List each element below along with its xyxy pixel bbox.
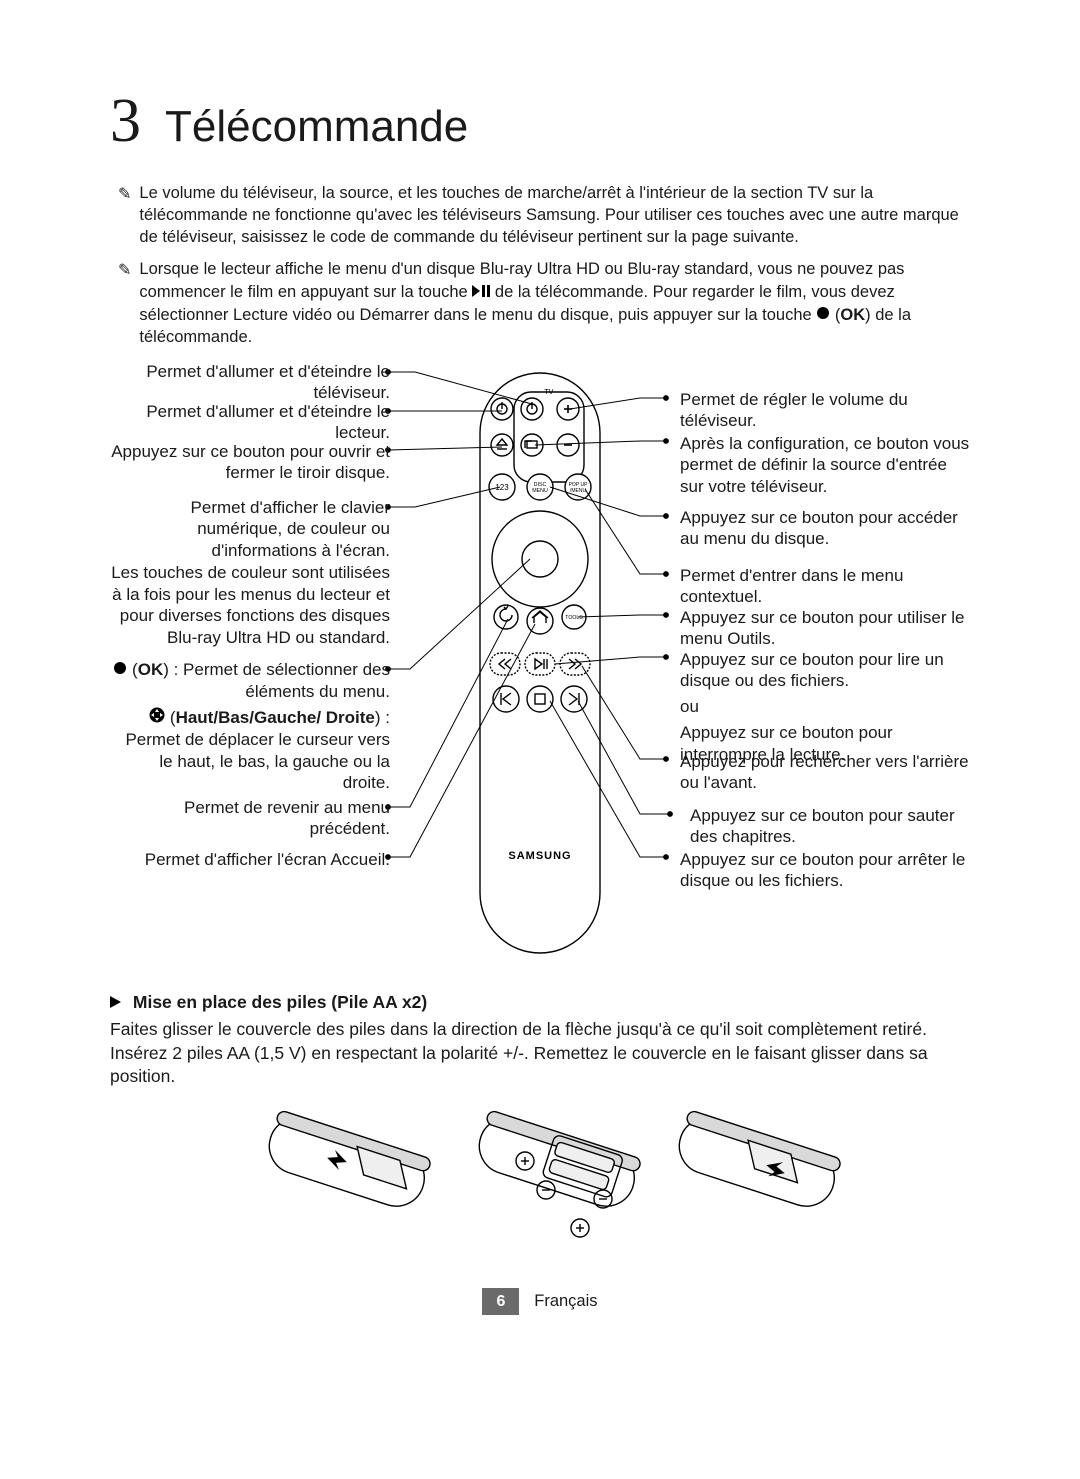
triangle-icon: [110, 991, 122, 1015]
label-nav-bold: Haut/Bas/Gauche/ Droite: [176, 708, 375, 727]
label-tools: Appuyez sur ce bouton pour utiliser le m…: [680, 607, 970, 651]
svg-text:TOOLS: TOOLS: [565, 615, 583, 621]
label-search: Appuyez pour rechercher vers l'arrière o…: [680, 751, 970, 795]
label-colorkeys: Les touches de couleur sont utilisées à …: [110, 562, 390, 649]
battery-heading-text: Mise en place des piles (Pile AA x2): [133, 992, 427, 1012]
label-keypad-text: Permet d'afficher le clavier numérique, …: [191, 498, 390, 561]
battery-text: Faites glisser le couvercle des piles da…: [110, 1018, 970, 1089]
tv-label: TV: [545, 389, 554, 396]
label-eject: Appuyez sur ce bouton pour ouvrir et fer…: [110, 441, 390, 485]
note-2-text: Lorsque le lecteur affiche le menu d'un …: [139, 258, 962, 348]
label-volume: Permet de régler le volume du téléviseur…: [680, 389, 970, 433]
ok-dot-icon: [113, 659, 127, 681]
label-disc-menu: Appuyez sur ce bouton pour accéder au me…: [680, 507, 970, 551]
label-tv-power: Permet d'allumer et d'éteindre le télévi…: [110, 361, 390, 405]
label-keypad: Permet d'afficher le clavier numérique, …: [110, 497, 390, 649]
label-stop: Appuyez sur ce bouton pour arrêter le di…: [680, 849, 970, 893]
section-number: 3: [110, 80, 141, 164]
note-1: ✎ Le volume du téléviseur, la source, et…: [110, 182, 970, 249]
note-2-ok: OK: [840, 306, 865, 324]
label-play-a: Appuyez sur ce bouton pour lire un disqu…: [680, 650, 944, 691]
label-popup: Permet d'entrer dans le menu contextuel.: [680, 565, 970, 609]
battery-diagram: [110, 1103, 970, 1270]
page-footer: 6 Français: [110, 1288, 970, 1316]
label-ok: (OK) : Permet de sélectionner des élémen…: [110, 659, 390, 703]
note-1-text: Le volume du téléviseur, la source, et l…: [139, 182, 962, 249]
svg-text:/MENU: /MENU: [570, 488, 587, 494]
label-nav: (Haut/Bas/Gauche/ Droite) : Permet de dé…: [110, 707, 390, 795]
page-language: Français: [534, 1290, 597, 1312]
label-ok-rest: ) : Permet de sélectionner des éléments …: [163, 660, 390, 701]
svg-text:MENU: MENU: [532, 488, 548, 494]
label-home: Permet d'afficher l'écran Accueil.: [110, 849, 390, 871]
page-number: 6: [482, 1288, 519, 1316]
svg-text:123: 123: [495, 483, 509, 492]
section-title: Télécommande: [165, 97, 468, 156]
label-ok-bold: OK: [138, 660, 164, 679]
remote-illustration: TV: [470, 359, 610, 969]
label-skip: Appuyez sur ce bouton pour sauter des ch…: [680, 805, 970, 849]
label-source: Après la configuration, ce bouton vous p…: [680, 433, 970, 498]
section-heading: 3 Télécommande: [110, 80, 970, 164]
remote-diagram: TV: [110, 359, 970, 969]
ok-dot-icon: [816, 304, 830, 326]
label-play-or: ou: [680, 696, 970, 718]
label-player-power: Permet d'allumer et d'éteindre le lecteu…: [110, 401, 390, 445]
pencil-icon: ✎: [118, 260, 131, 350]
directions-icon: [149, 707, 165, 729]
label-return: Permet de revenir au menu précédent.: [110, 797, 390, 841]
pencil-icon: ✎: [118, 184, 131, 251]
label-play: Appuyez sur ce bouton pour lire un disqu…: [680, 649, 970, 766]
play-pause-icon: [472, 281, 490, 303]
battery-heading: Mise en place des piles (Pile AA x2): [110, 991, 970, 1015]
svg-text:SAMSUNG: SAMSUNG: [508, 850, 571, 862]
note-2: ✎ Lorsque le lecteur affiche le menu d'u…: [110, 258, 970, 348]
